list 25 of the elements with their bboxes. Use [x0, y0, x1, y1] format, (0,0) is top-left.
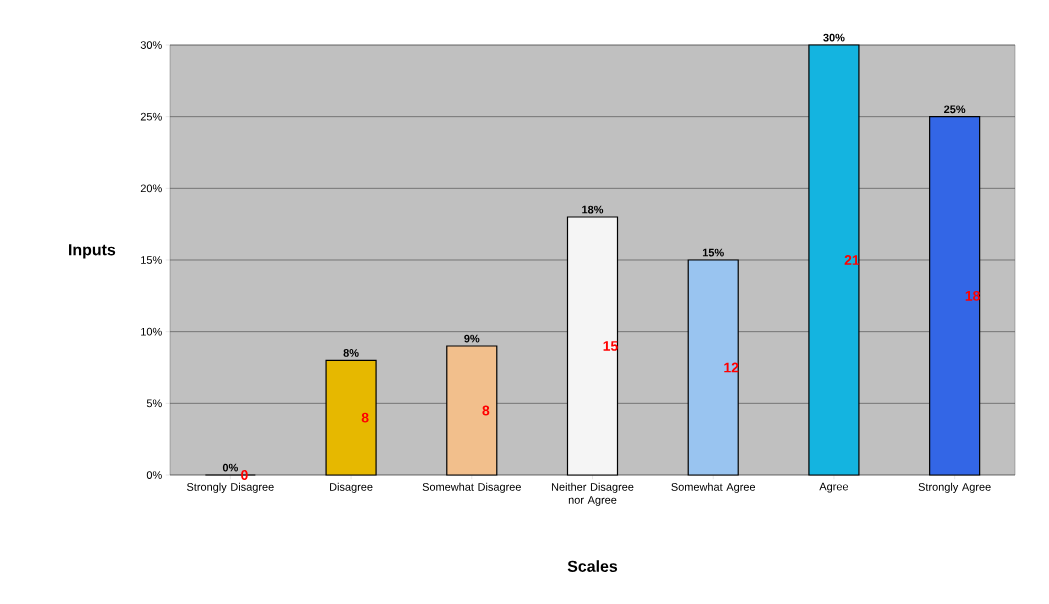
- y-tick-label: 30%: [140, 41, 162, 49]
- x-tick-label: Somewhat Agree: [671, 482, 756, 493]
- data-label: 18%: [582, 205, 604, 214]
- annotation: 8: [482, 405, 490, 416]
- data-label: 8%: [343, 349, 359, 357]
- x-tick-label: Strongly Disagree: [187, 482, 274, 493]
- y-tick-label: 10%: [141, 327, 162, 336]
- x-tick-label: Agree: [819, 482, 849, 493]
- x-tick-label: Disagree: [330, 482, 373, 493]
- y-tick-label: 5%: [146, 399, 162, 408]
- y-axis-title: Inputs: [69, 244, 116, 259]
- data-label: 15%: [702, 248, 724, 257]
- data-label: 9%: [464, 334, 480, 343]
- data-label: 25%: [944, 105, 966, 114]
- x-tick-label: Neither Disagree nor Agree: [551, 482, 634, 506]
- data-label: 0%: [222, 463, 238, 472]
- x-tick-label: Strongly Agree: [918, 482, 991, 493]
- y-tick-label: 25%: [140, 112, 162, 121]
- y-tick-label: 0%: [146, 471, 162, 479]
- y-tick-label: 20%: [140, 184, 162, 193]
- annotation: 8: [361, 412, 369, 423]
- x-tick-label: Somewhat Disagree: [422, 482, 521, 493]
- x-axis-title: Scales: [567, 560, 618, 572]
- y-tick-label: 15%: [141, 256, 162, 264]
- data-label: 30%: [823, 33, 845, 42]
